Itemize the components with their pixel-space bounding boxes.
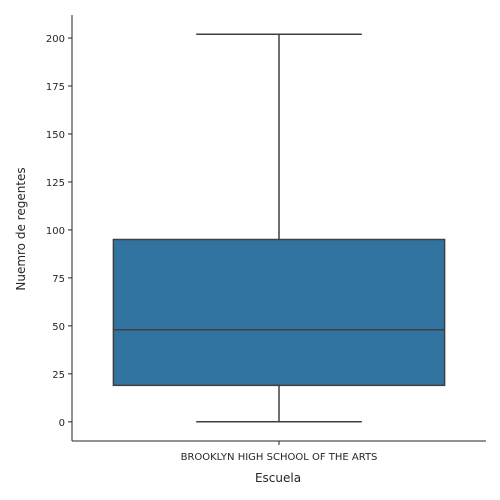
y-tick-label: 50 (52, 322, 65, 333)
x-axis-label: Escuela (255, 471, 301, 485)
y-axis-ticks: 0 25 50 75 100 125 150 175 200 (46, 34, 72, 429)
y-tick-label: 75 (52, 274, 65, 285)
y-tick-label: 150 (46, 130, 65, 141)
y-tick-label: 175 (46, 82, 65, 93)
iqr-box (112, 238, 446, 387)
x-axis-ticks: BROOKLYN HIGH SCHOOL OF THE ARTS (181, 441, 378, 463)
y-tick-label: 200 (46, 34, 65, 45)
y-tick-label: 0 (59, 418, 65, 429)
y-tick-label: 25 (52, 370, 65, 381)
y-tick-label: 100 (46, 226, 65, 237)
x-tick-label: BROOKLYN HIGH SCHOOL OF THE ARTS (181, 452, 378, 463)
y-tick-label: 125 (46, 178, 65, 189)
y-axis-label: Nuemro de regentes (14, 167, 28, 290)
plot-marks (112, 33, 446, 423)
